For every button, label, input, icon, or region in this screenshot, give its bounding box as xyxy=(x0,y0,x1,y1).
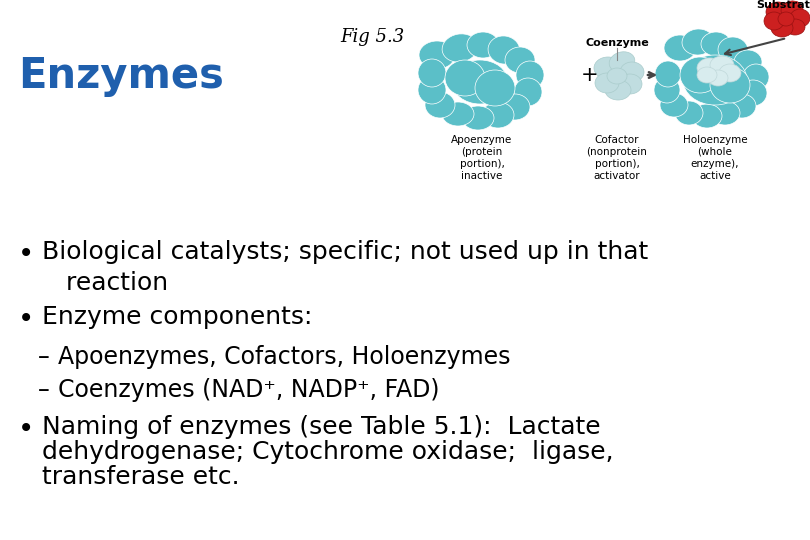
Text: –: – xyxy=(38,345,49,369)
Ellipse shape xyxy=(609,52,635,72)
Ellipse shape xyxy=(790,9,810,27)
Text: Substrate: Substrate xyxy=(757,0,810,10)
Text: •: • xyxy=(18,240,34,268)
Ellipse shape xyxy=(442,102,474,126)
Ellipse shape xyxy=(452,60,508,104)
Ellipse shape xyxy=(514,78,542,106)
Ellipse shape xyxy=(680,57,720,93)
Ellipse shape xyxy=(425,92,455,118)
Ellipse shape xyxy=(442,34,478,62)
Ellipse shape xyxy=(655,61,681,87)
Text: •: • xyxy=(18,305,34,333)
Ellipse shape xyxy=(505,47,535,73)
Ellipse shape xyxy=(620,62,644,82)
Ellipse shape xyxy=(594,57,622,79)
Ellipse shape xyxy=(785,19,805,35)
Ellipse shape xyxy=(743,64,769,90)
Text: dehydrogenase; Cytochrome oxidase;  ligase,: dehydrogenase; Cytochrome oxidase; ligas… xyxy=(42,440,614,464)
Ellipse shape xyxy=(475,70,515,106)
Ellipse shape xyxy=(418,76,446,104)
Text: –: – xyxy=(38,378,49,402)
Ellipse shape xyxy=(701,32,731,56)
Text: Fig 5.3: Fig 5.3 xyxy=(340,28,404,46)
Ellipse shape xyxy=(682,29,714,55)
Text: Apoenzyme
(protein
portion),
inactive: Apoenzyme (protein portion), inactive xyxy=(451,135,513,181)
Text: Naming of enzymes (see Table 5.1):  Lactate: Naming of enzymes (see Table 5.1): Lacta… xyxy=(42,415,601,439)
Ellipse shape xyxy=(739,80,767,106)
Text: •: • xyxy=(18,415,34,443)
Ellipse shape xyxy=(467,32,499,58)
Ellipse shape xyxy=(664,35,696,61)
Ellipse shape xyxy=(708,70,728,86)
Ellipse shape xyxy=(718,37,748,63)
Text: Apoenzymes, Cofactors, Holoenzymes: Apoenzymes, Cofactors, Holoenzymes xyxy=(58,345,510,369)
Ellipse shape xyxy=(660,93,688,117)
Ellipse shape xyxy=(710,56,734,74)
Text: Holoenzyme
(whole
enzyme),
active: Holoenzyme (whole enzyme), active xyxy=(683,135,748,181)
Ellipse shape xyxy=(418,59,446,87)
Ellipse shape xyxy=(618,74,642,94)
Ellipse shape xyxy=(697,58,723,78)
Ellipse shape xyxy=(595,73,619,93)
Ellipse shape xyxy=(419,41,455,69)
Text: Coenzymes (NAD⁺, NADP⁺, FAD): Coenzymes (NAD⁺, NADP⁺, FAD) xyxy=(58,378,440,402)
Text: Biological catalysts; specific; not used up in that
   reaction: Biological catalysts; specific; not used… xyxy=(42,240,648,295)
Text: Enzymes: Enzymes xyxy=(18,55,224,97)
Text: Coenzyme: Coenzyme xyxy=(585,38,649,48)
Ellipse shape xyxy=(605,80,631,100)
Ellipse shape xyxy=(683,55,747,105)
Ellipse shape xyxy=(692,104,722,128)
Ellipse shape xyxy=(488,36,520,64)
Ellipse shape xyxy=(654,77,680,103)
Ellipse shape xyxy=(710,67,750,103)
Ellipse shape xyxy=(675,101,703,125)
Ellipse shape xyxy=(728,94,756,118)
Text: Enzyme components:: Enzyme components: xyxy=(42,305,313,329)
Text: +: + xyxy=(582,65,599,85)
Ellipse shape xyxy=(771,19,793,37)
Ellipse shape xyxy=(764,12,784,30)
Ellipse shape xyxy=(516,61,544,89)
Ellipse shape xyxy=(697,67,717,83)
Ellipse shape xyxy=(766,2,790,22)
Text: Cofactor
(nonprotein
portion),
activator: Cofactor (nonprotein portion), activator xyxy=(586,135,647,181)
Ellipse shape xyxy=(607,68,627,84)
Ellipse shape xyxy=(482,102,514,128)
Ellipse shape xyxy=(734,50,762,74)
Ellipse shape xyxy=(500,94,530,120)
Ellipse shape xyxy=(778,12,794,26)
Ellipse shape xyxy=(719,64,741,82)
Ellipse shape xyxy=(710,101,740,125)
Ellipse shape xyxy=(462,106,494,130)
Ellipse shape xyxy=(781,1,803,19)
Ellipse shape xyxy=(445,60,485,96)
Text: transferase etc.: transferase etc. xyxy=(42,465,240,489)
